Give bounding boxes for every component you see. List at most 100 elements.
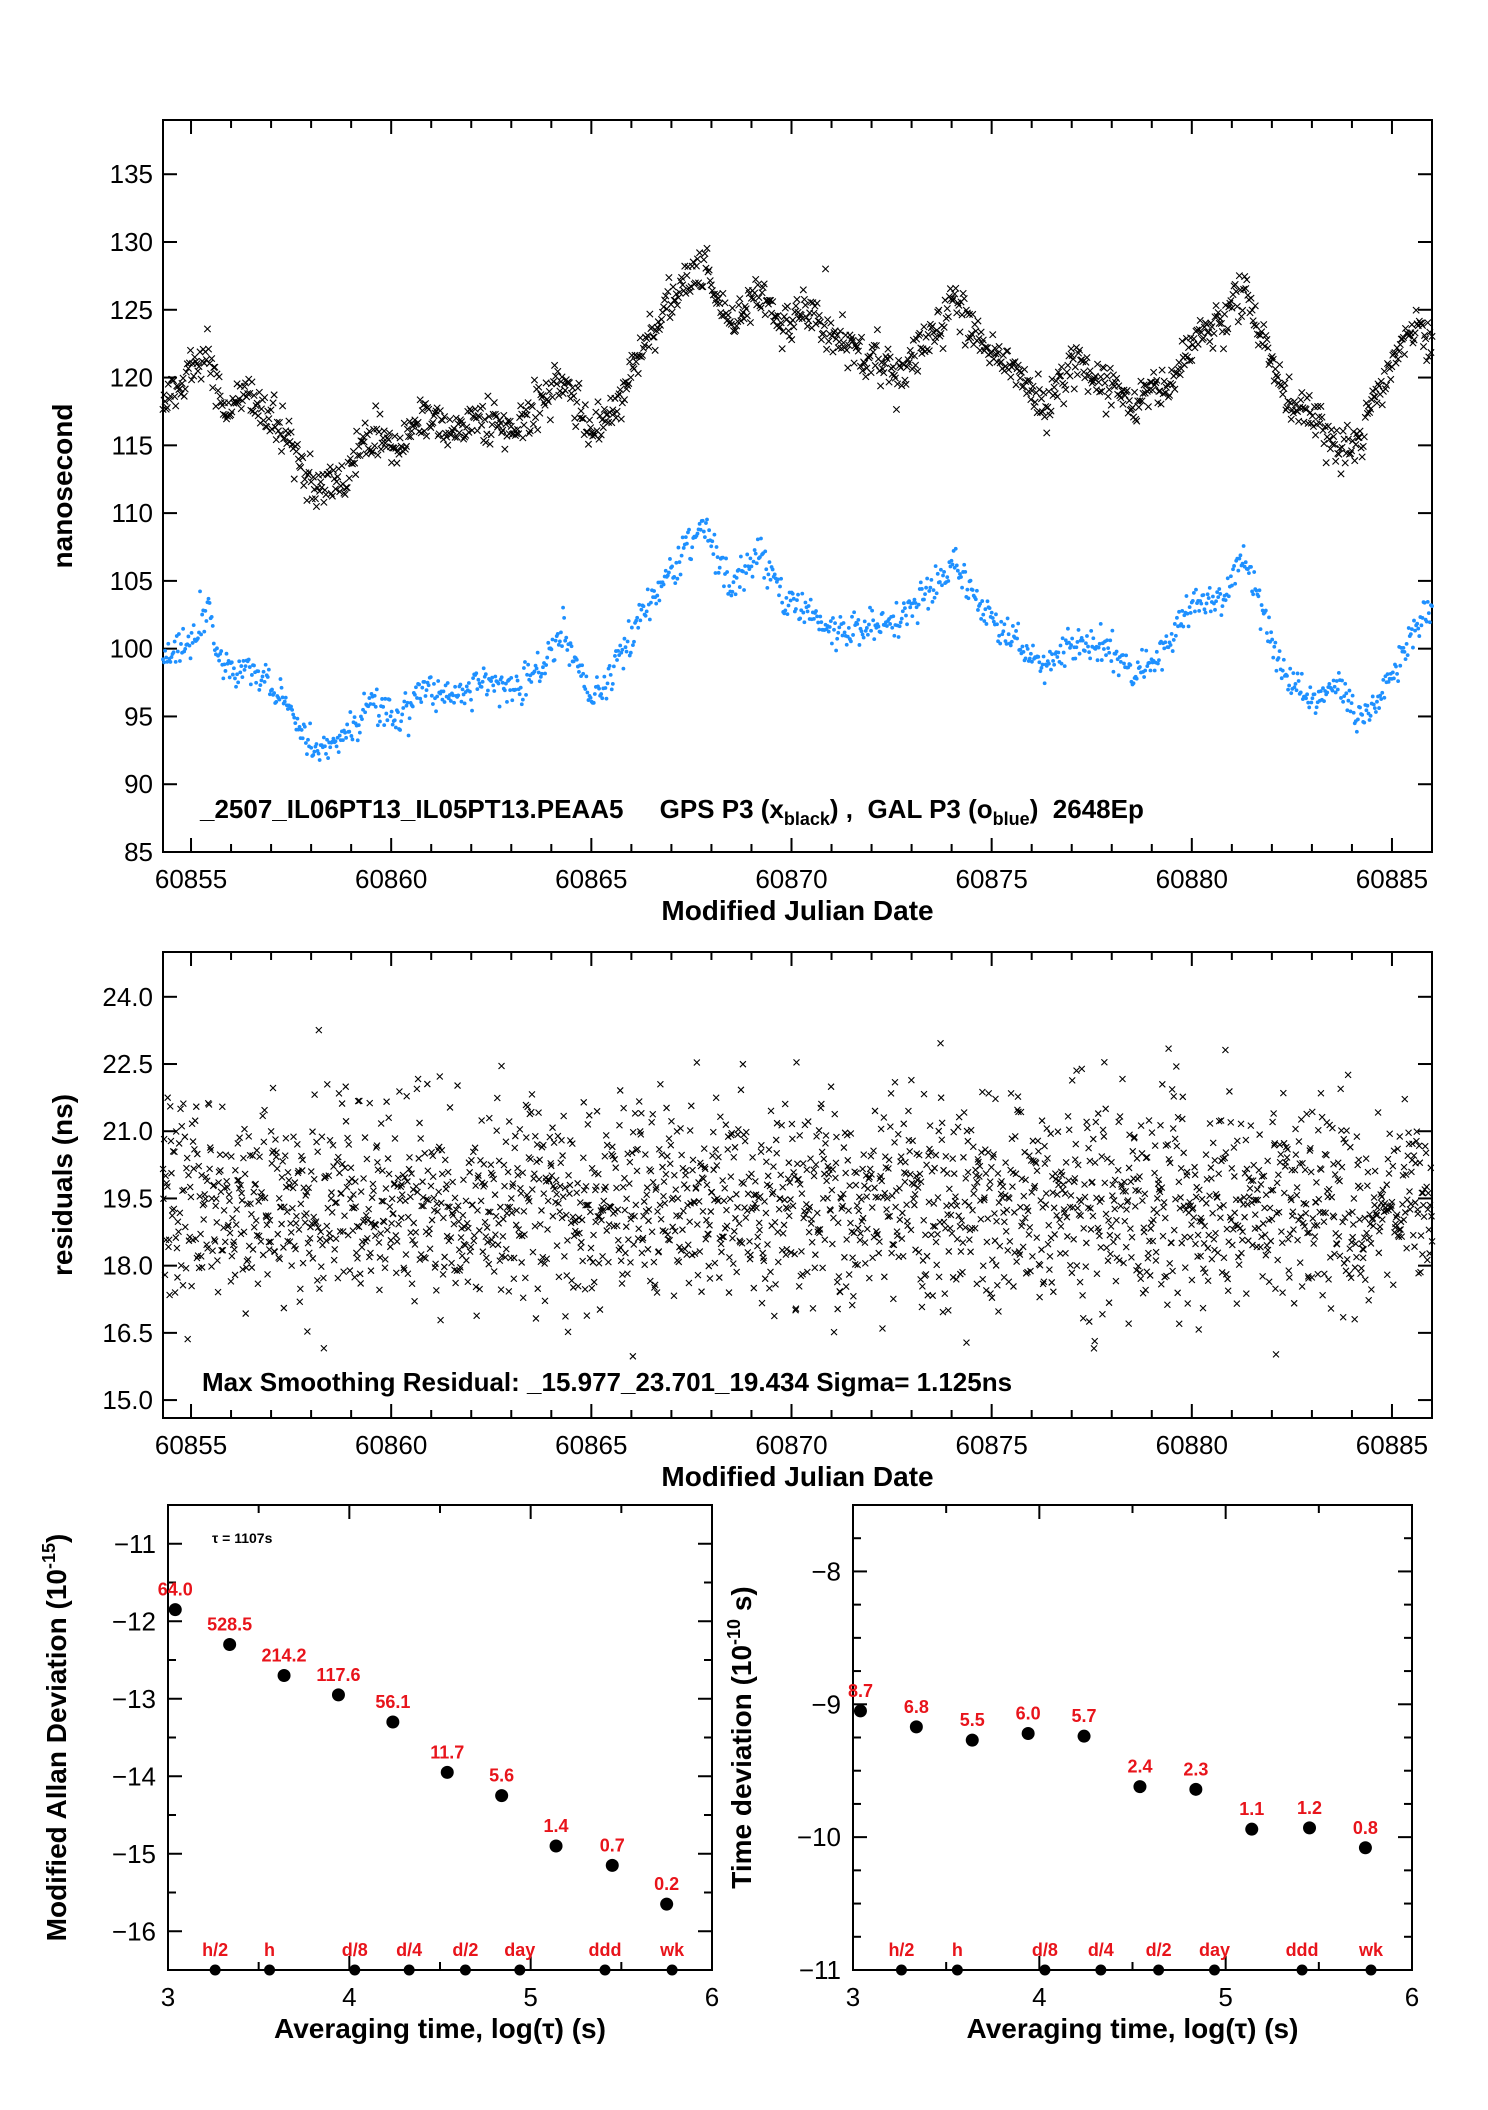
gal-point — [1023, 656, 1028, 661]
gps-point — [857, 333, 866, 341]
gal-point — [1056, 650, 1061, 655]
gal-point — [577, 669, 581, 674]
gal-point — [941, 573, 945, 578]
point-label: 64.0 — [158, 1580, 193, 1600]
gal-point — [260, 674, 265, 679]
gal-point — [522, 666, 526, 670]
gal-point — [1416, 626, 1421, 631]
gps-point — [482, 438, 490, 447]
gps-point — [679, 281, 687, 289]
gal-point — [698, 527, 703, 532]
gal-point — [609, 687, 614, 692]
gps-point — [535, 383, 543, 391]
gal-point — [210, 624, 215, 628]
gal-point — [762, 575, 767, 580]
gal-point — [628, 650, 633, 655]
gps-point — [880, 369, 888, 377]
gal-point — [806, 604, 811, 608]
gal-point — [857, 643, 862, 647]
gal-point — [841, 621, 846, 625]
gal-point — [1220, 604, 1225, 609]
gal-point — [164, 655, 169, 660]
gps-point — [570, 392, 578, 400]
gps-point — [438, 416, 447, 424]
gps-point — [204, 345, 213, 353]
gps-point — [948, 297, 957, 305]
gps-point — [707, 281, 715, 289]
gps-point — [992, 350, 1000, 358]
gps-point — [548, 393, 557, 401]
gal-point — [730, 589, 735, 594]
gal-point — [919, 587, 924, 591]
gal-point — [392, 718, 397, 723]
gal-point — [1154, 649, 1159, 654]
gps-point — [1247, 294, 1255, 302]
gps-point — [1338, 443, 1346, 451]
gal-point — [1246, 571, 1251, 576]
gps-point — [1039, 389, 1048, 397]
gps-point — [192, 357, 200, 366]
gal-point — [802, 620, 807, 625]
deviation-point — [277, 1669, 291, 1682]
gps-point — [453, 433, 461, 442]
gal-point — [1062, 664, 1067, 669]
gps-point — [1428, 332, 1436, 340]
gal-point — [246, 657, 251, 662]
interval-label: d/4 — [396, 1940, 422, 1960]
gps-point — [1367, 405, 1375, 413]
gps-point — [943, 304, 951, 313]
gal-point — [616, 649, 621, 653]
gal-point — [524, 692, 528, 697]
gal-point — [983, 607, 988, 612]
gps-point — [746, 318, 754, 327]
gal-point — [306, 737, 310, 742]
gal-point — [278, 677, 283, 681]
gal-point — [186, 634, 191, 639]
interval-label: d/8 — [1032, 1940, 1058, 1960]
gal-point — [1307, 705, 1312, 710]
gal-point — [198, 589, 202, 594]
gps-point — [829, 348, 837, 356]
gal-point — [1391, 676, 1396, 681]
gps-point — [179, 374, 187, 382]
gps-point — [498, 428, 506, 437]
gps-point — [293, 440, 302, 449]
gal-point — [399, 719, 404, 724]
gps-point — [1234, 318, 1242, 326]
gal-point — [613, 654, 617, 658]
gal-point — [1008, 643, 1013, 648]
gps-point — [502, 420, 510, 428]
gal-point — [817, 627, 822, 632]
gal-point — [1061, 650, 1066, 655]
gps-point — [512, 430, 521, 438]
gps-point — [735, 301, 743, 309]
gal-point — [1225, 576, 1230, 581]
gal-point — [1116, 673, 1121, 678]
gal-point — [1199, 601, 1204, 606]
annotation-part: ) , GAL P3 (o — [830, 794, 993, 824]
gps-point — [501, 445, 509, 453]
gps-point — [885, 378, 893, 386]
gal-point — [476, 677, 481, 682]
gps-point — [1350, 428, 1358, 436]
gps-point — [287, 428, 295, 436]
gal-point — [481, 666, 486, 671]
gal-point — [1086, 644, 1090, 649]
point-label: 5.5 — [960, 1710, 985, 1730]
gps-point — [812, 320, 820, 328]
gps-point — [1205, 328, 1213, 336]
gps-point — [884, 345, 892, 353]
gal-point — [790, 591, 795, 596]
gps-point — [534, 426, 542, 434]
gps-point — [752, 275, 760, 283]
y-tick-label: 120 — [110, 363, 153, 393]
gps-point — [475, 413, 484, 421]
gps-point — [350, 459, 359, 467]
gal-point — [426, 683, 431, 688]
gal-point — [1186, 624, 1191, 629]
gps-point — [1143, 387, 1151, 395]
gal-point — [373, 704, 378, 709]
gps-point — [354, 451, 362, 460]
gal-point — [1372, 706, 1377, 711]
y-axis-label-end: s) — [726, 1586, 757, 1619]
